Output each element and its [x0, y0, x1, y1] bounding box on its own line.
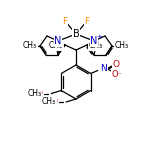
Text: O: O	[50, 97, 57, 107]
Text: CH₃: CH₃	[23, 41, 37, 50]
Text: B: B	[73, 29, 79, 39]
Text: CH₃: CH₃	[42, 97, 56, 107]
Text: N: N	[54, 36, 62, 46]
Text: CH₃: CH₃	[27, 89, 41, 98]
Text: O⁻: O⁻	[111, 70, 122, 79]
Text: O: O	[36, 89, 43, 98]
Text: F: F	[62, 17, 67, 26]
Text: N: N	[100, 64, 107, 73]
Text: CH₃: CH₃	[89, 41, 103, 50]
Text: CH₃: CH₃	[115, 41, 129, 50]
Text: +: +	[96, 34, 102, 40]
Text: N: N	[90, 36, 98, 46]
Text: CH₃: CH₃	[49, 41, 63, 50]
Text: F: F	[85, 17, 90, 26]
Text: O: O	[112, 60, 119, 69]
